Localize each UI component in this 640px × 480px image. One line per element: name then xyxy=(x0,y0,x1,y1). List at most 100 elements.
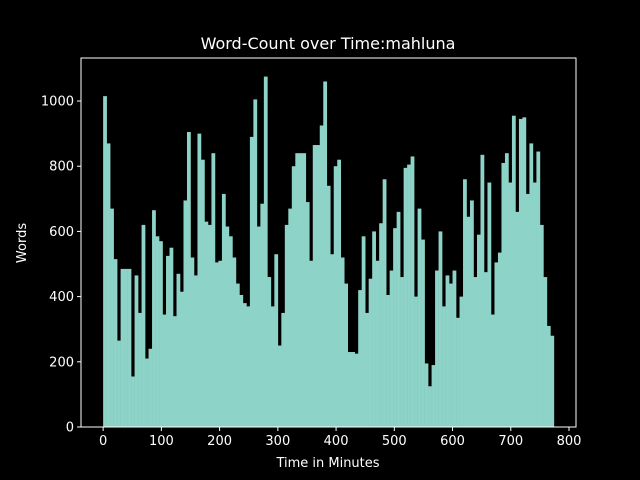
bar xyxy=(110,208,114,427)
bar xyxy=(131,376,135,427)
bar xyxy=(204,221,209,427)
bar xyxy=(546,325,551,427)
chart-title: Word-Count over Time:mahluna xyxy=(201,34,456,53)
bar xyxy=(396,211,401,427)
bar xyxy=(277,345,282,427)
bar xyxy=(193,275,198,427)
bar xyxy=(532,182,537,427)
bar xyxy=(463,179,467,427)
bar xyxy=(393,228,397,427)
bar xyxy=(452,270,457,427)
bar xyxy=(372,231,376,427)
bar xyxy=(270,306,275,427)
x-tick-label: 400 xyxy=(324,434,349,449)
bar xyxy=(211,153,216,427)
bar xyxy=(239,294,244,427)
bar xyxy=(176,273,181,427)
bar xyxy=(134,275,139,427)
bar xyxy=(162,314,167,427)
bar xyxy=(312,145,317,427)
bar xyxy=(221,193,226,427)
bar xyxy=(536,151,541,427)
bar xyxy=(305,202,310,427)
bar xyxy=(477,234,481,427)
bar xyxy=(260,203,265,427)
bar xyxy=(347,352,352,427)
bar xyxy=(456,317,460,427)
bar xyxy=(288,208,293,427)
bar xyxy=(103,96,107,427)
bar xyxy=(501,162,506,427)
bar xyxy=(483,272,488,427)
bar xyxy=(525,193,530,427)
bar xyxy=(106,143,111,427)
bar xyxy=(246,306,251,427)
bar xyxy=(438,231,443,427)
bar xyxy=(389,270,394,427)
bar xyxy=(550,335,555,427)
bar xyxy=(539,224,544,427)
bar xyxy=(309,260,314,427)
bar xyxy=(145,358,149,427)
bar xyxy=(152,210,156,427)
bar xyxy=(424,363,429,427)
x-tick-label: 500 xyxy=(382,434,407,449)
bar xyxy=(267,277,272,427)
bar xyxy=(319,125,324,428)
bar xyxy=(323,81,328,427)
bar xyxy=(365,312,369,427)
y-tick-label: 0 xyxy=(66,421,74,436)
bar xyxy=(253,99,258,427)
bar xyxy=(120,268,125,427)
bar xyxy=(515,211,520,427)
x-tick-label: 100 xyxy=(149,434,174,449)
bar xyxy=(522,117,527,428)
x-axis-label: Time in Minutes xyxy=(275,456,379,471)
x-tick-label: 800 xyxy=(557,434,582,449)
bar xyxy=(330,254,335,427)
bar xyxy=(333,166,338,428)
bar xyxy=(340,257,345,427)
bar xyxy=(382,179,387,427)
bar xyxy=(249,136,254,427)
bar xyxy=(543,277,548,427)
bar xyxy=(480,154,485,427)
bar xyxy=(117,340,121,427)
bar xyxy=(490,314,495,427)
bar xyxy=(428,386,432,427)
bar xyxy=(337,159,342,427)
bar xyxy=(291,166,296,428)
bar xyxy=(466,216,471,427)
bar xyxy=(169,247,174,427)
y-tick-label: 1000 xyxy=(41,95,74,110)
bar xyxy=(190,257,195,427)
bar xyxy=(358,290,362,427)
bar xyxy=(302,153,307,427)
bar xyxy=(183,200,188,427)
bar xyxy=(256,226,261,427)
y-axis-label: Words xyxy=(15,223,30,263)
y-tick-label: 400 xyxy=(49,290,74,305)
bar xyxy=(449,283,453,427)
bar xyxy=(197,133,202,428)
x-tick-label: 0 xyxy=(99,434,107,449)
bar xyxy=(494,262,499,427)
bar xyxy=(180,291,184,427)
bar xyxy=(435,270,439,427)
bar xyxy=(166,255,170,427)
bar xyxy=(155,236,160,427)
bar xyxy=(511,115,516,428)
bar xyxy=(263,76,268,428)
bar xyxy=(295,153,300,427)
bar xyxy=(124,268,128,427)
x-tick-label: 600 xyxy=(440,434,465,449)
bar xyxy=(497,252,502,427)
bar xyxy=(351,352,356,427)
x-tick-label: 700 xyxy=(498,434,523,449)
bar xyxy=(473,277,478,427)
bar xyxy=(138,312,142,427)
bar xyxy=(518,118,523,427)
bar xyxy=(225,226,230,427)
bar xyxy=(386,294,390,427)
